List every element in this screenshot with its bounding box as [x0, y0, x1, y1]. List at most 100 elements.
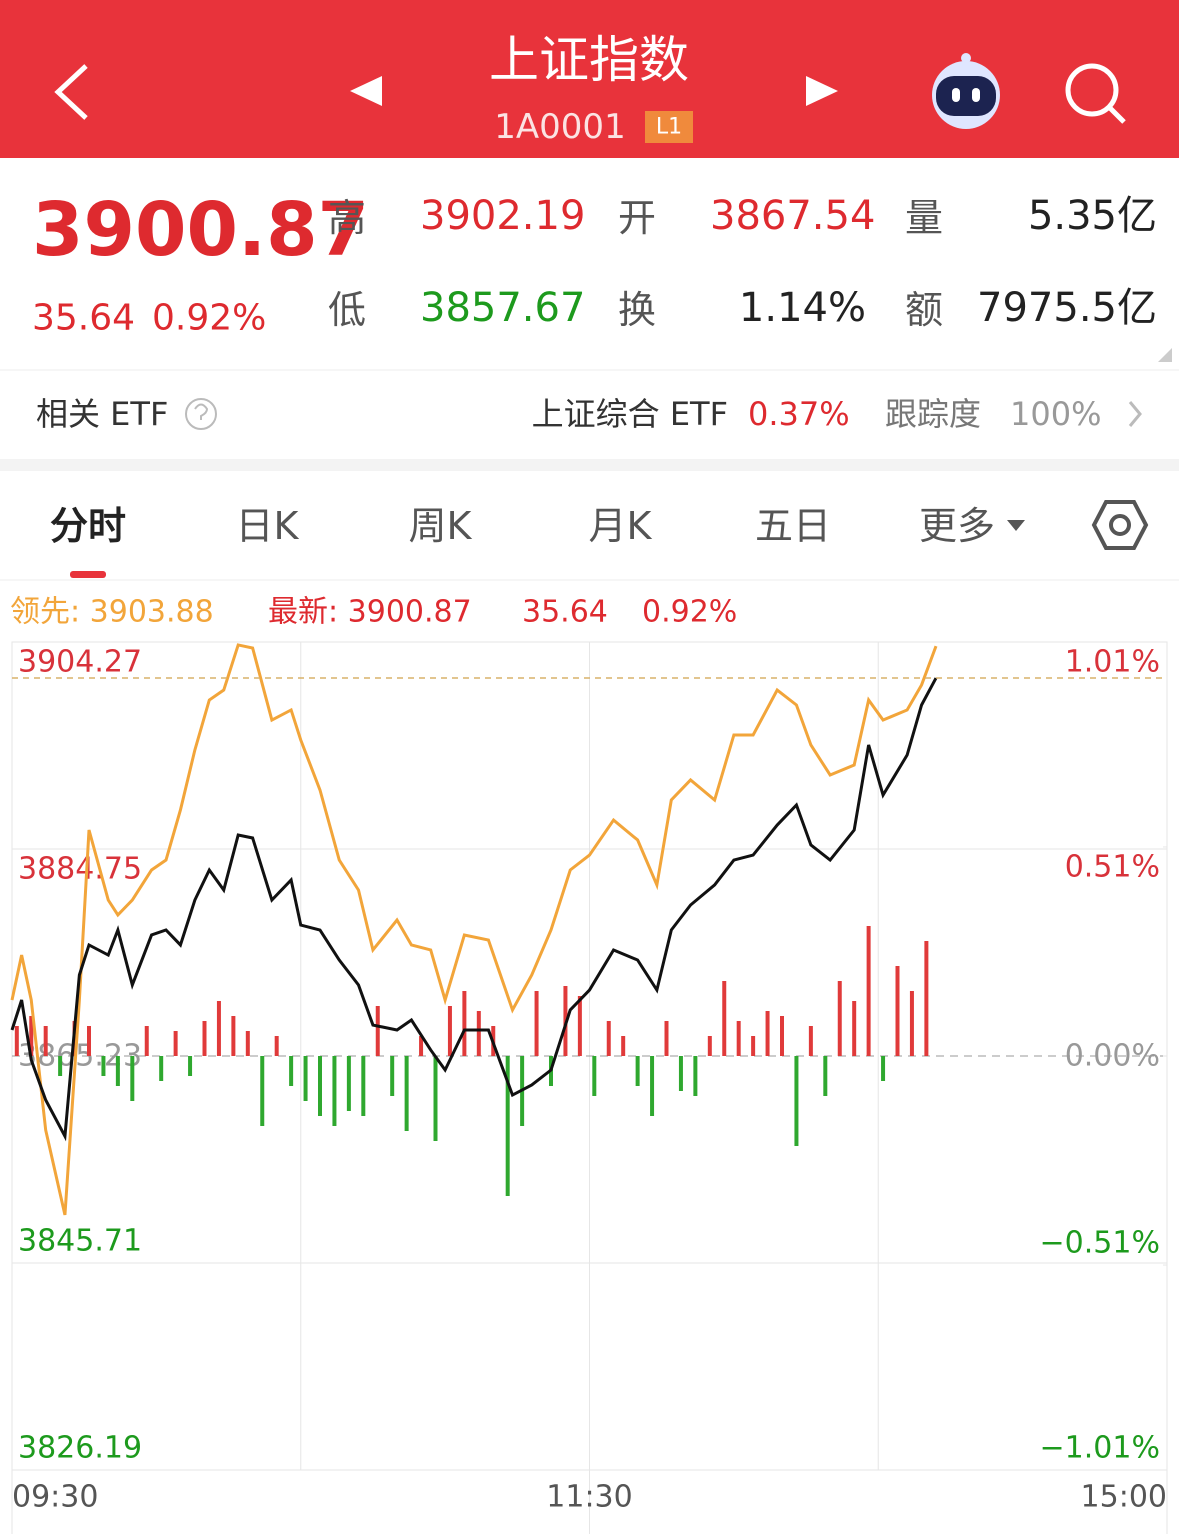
title: 上证指数	[489, 31, 689, 89]
tracking-value: 100%	[1010, 395, 1101, 433]
field-label: 低	[328, 288, 366, 332]
flow-bar	[852, 1001, 857, 1056]
flow-bar	[693, 1056, 698, 1096]
field-label: 换	[618, 288, 656, 332]
tab-indicator	[70, 571, 106, 578]
flow-bar	[592, 1056, 597, 1096]
flow-bar	[909, 991, 914, 1056]
flow-bar	[188, 1056, 193, 1076]
flow-bar	[144, 1026, 149, 1056]
flow-bar	[534, 991, 539, 1056]
flow-bar	[101, 1056, 106, 1076]
y2-tick-label: 1.01%	[1065, 645, 1160, 680]
flow-bar	[260, 1056, 265, 1126]
badge-bg	[645, 111, 693, 143]
tab[interactable]: 五日	[755, 504, 831, 548]
flow-bar	[707, 1036, 712, 1056]
flow-bar	[303, 1056, 308, 1101]
flow-bar	[577, 996, 582, 1056]
flow-bar	[751, 1036, 756, 1056]
flow-bar	[462, 991, 467, 1056]
badge: L1	[656, 115, 682, 140]
y-tick-label: 3904.27	[18, 645, 142, 680]
prev-button[interactable]	[350, 76, 382, 106]
flow-bar	[433, 1056, 438, 1141]
flow-bar	[361, 1056, 366, 1116]
flow-bar	[58, 1056, 63, 1076]
settings-button[interactable]	[1091, 500, 1149, 550]
y2-tick-label: −1.01%	[1040, 1431, 1160, 1466]
back-button[interactable]	[54, 64, 88, 120]
legend-leading: 领先: 3903.88	[10, 595, 214, 630]
section-gap	[0, 459, 1179, 471]
flow-bar	[173, 1031, 178, 1056]
field-value: 1.14%	[739, 285, 866, 331]
field-label: 量	[905, 196, 943, 240]
price-line	[10, 643, 938, 1216]
field-label: 开	[618, 196, 656, 240]
expand-corner[interactable]	[1158, 348, 1172, 362]
flow-bar	[606, 1021, 611, 1056]
tab[interactable]: 更多	[919, 504, 995, 548]
field-value: 5.35亿	[1028, 193, 1157, 239]
dropdown-icon[interactable]	[1007, 520, 1025, 531]
flow-bar	[678, 1056, 683, 1091]
etf-label: 相关 ETF	[36, 395, 168, 433]
flow-bar	[289, 1056, 294, 1086]
field-value: 3867.54	[710, 193, 875, 239]
flow-bar	[346, 1056, 351, 1111]
field-value: 7975.5亿	[977, 285, 1157, 331]
flow-bar	[650, 1056, 655, 1116]
flow-bar	[419, 1036, 424, 1056]
change: 35.64	[32, 298, 135, 339]
flow-bar	[635, 1056, 640, 1086]
y-tick-label: 3845.71	[18, 1224, 142, 1259]
etf-chevron[interactable]	[1128, 401, 1142, 427]
flow-bar	[924, 941, 929, 1056]
flow-bar	[159, 1056, 164, 1081]
flow-bar	[231, 1016, 236, 1056]
x-tick-label: 15:00	[1081, 1480, 1167, 1515]
field-label: 高	[328, 196, 366, 240]
field-label: 额	[905, 288, 943, 332]
flow-bar	[808, 1026, 813, 1056]
flow-bar	[318, 1056, 322, 1116]
flow-bar	[722, 981, 727, 1056]
flow-bar	[87, 1026, 91, 1056]
x-tick-label: 11:30	[546, 1480, 632, 1515]
flow-bar	[332, 1056, 337, 1126]
etf-name[interactable]: 上证综合 ETF	[532, 395, 728, 433]
code: 1A0001	[494, 107, 625, 147]
tab[interactable]: 日K	[236, 504, 300, 548]
flow-bar	[794, 1056, 799, 1146]
flow-bar	[664, 1021, 669, 1056]
y2-tick-label: 0.00%	[1065, 1039, 1160, 1074]
etf-change: 0.37%	[748, 395, 850, 433]
field-value: 3902.19	[420, 193, 585, 239]
next-button[interactable]	[806, 76, 838, 106]
flow-bar	[390, 1056, 395, 1096]
flow-bar	[505, 1056, 510, 1196]
tab[interactable]: 月K	[589, 504, 653, 548]
flow-bar	[823, 1056, 828, 1096]
tracking-label: 跟踪度	[885, 395, 981, 433]
flow-bar	[29, 1016, 34, 1056]
legend-change: 35.64	[522, 595, 608, 630]
flow-bar	[765, 1011, 770, 1056]
legend-change-pct: 0.92%	[642, 595, 737, 630]
y2-tick-label: 0.51%	[1065, 849, 1160, 884]
tab[interactable]: 分时	[50, 504, 126, 548]
flow-bar	[476, 1011, 481, 1056]
assistant-button[interactable]	[932, 53, 1000, 129]
search-button[interactable]	[1065, 63, 1126, 124]
field-value: 3857.67	[420, 285, 585, 331]
flow-bar	[202, 1021, 207, 1056]
y-tick-label: 3884.75	[18, 852, 142, 887]
flow-bar	[130, 1056, 135, 1101]
help-icon[interactable]	[185, 398, 217, 430]
tab[interactable]: 周K	[409, 504, 473, 548]
change-pct: 0.92%	[152, 298, 266, 339]
flow-bar	[780, 1016, 784, 1056]
